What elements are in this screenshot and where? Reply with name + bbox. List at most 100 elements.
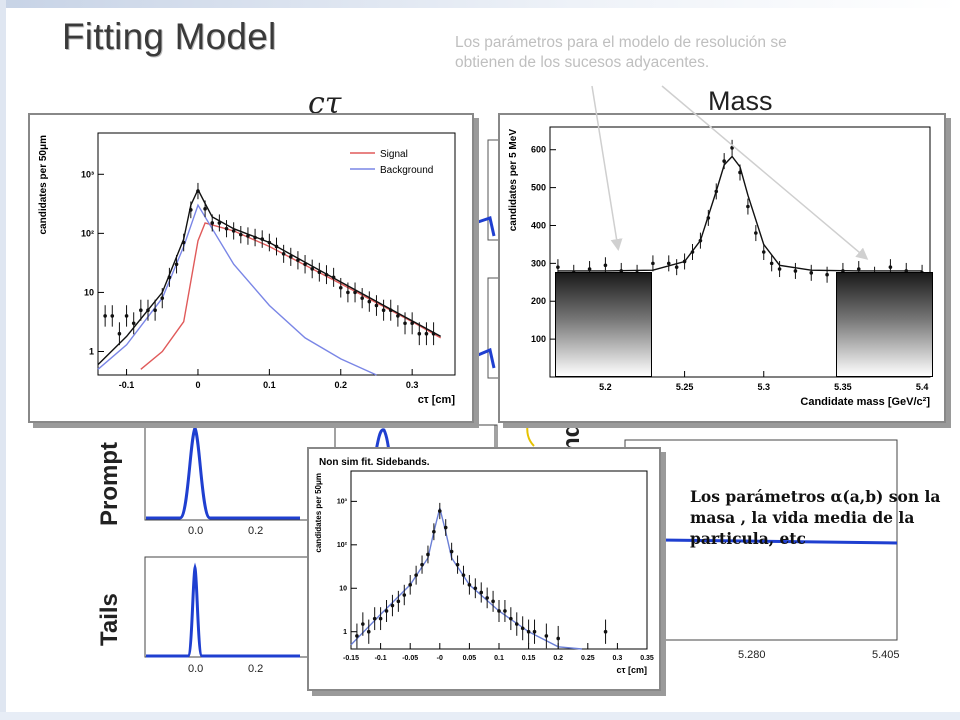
data-point bbox=[355, 634, 359, 638]
data-point bbox=[117, 331, 122, 336]
data-point bbox=[904, 269, 909, 273]
resolution-note: Los parámetros para el modelo de resoluc… bbox=[455, 34, 787, 71]
data-point bbox=[455, 562, 460, 567]
prompt-tick-1: 0.2 bbox=[248, 525, 263, 537]
x-tick-label: 5.2 bbox=[599, 382, 612, 392]
x-tick-label: 5.3 bbox=[757, 382, 770, 392]
data-point bbox=[410, 321, 414, 326]
data-point bbox=[146, 308, 150, 313]
data-point bbox=[698, 238, 703, 243]
bottom-decoration-bar bbox=[0, 712, 960, 720]
mass-plot: 5.2 5.25 5.3 5.35 5.4 100 200 300 400 500 600 Candi… bbox=[508, 126, 931, 408]
y-tick-label: 1 bbox=[343, 629, 347, 636]
data-point bbox=[449, 549, 454, 554]
data-point bbox=[331, 275, 336, 280]
data-point bbox=[267, 240, 272, 245]
data-point bbox=[491, 599, 495, 604]
data-point bbox=[431, 331, 436, 336]
data-point bbox=[388, 308, 393, 313]
x-axis-label: cτ [cm] bbox=[418, 394, 456, 406]
x-tick-label: 0.1 bbox=[263, 380, 276, 390]
y-tick-label: 600 bbox=[531, 145, 546, 155]
legend-label: Background bbox=[380, 165, 433, 176]
mass-heading: Mass bbox=[708, 86, 773, 116]
mass-bg-tick-1: 5.405 bbox=[872, 649, 900, 661]
data-point bbox=[402, 593, 407, 597]
x-tick-label: 0.35 bbox=[640, 655, 654, 662]
data-point bbox=[246, 234, 250, 238]
data-point bbox=[825, 272, 829, 277]
series-line-fit bbox=[557, 155, 923, 272]
data-point bbox=[396, 314, 400, 318]
data-point bbox=[381, 308, 386, 313]
data-point bbox=[603, 263, 608, 268]
data-point bbox=[239, 232, 243, 237]
y-tick-label: 10² bbox=[81, 228, 94, 238]
data-point bbox=[587, 267, 592, 271]
data-point bbox=[153, 308, 157, 313]
data-point bbox=[110, 314, 115, 318]
y-tick-label: 500 bbox=[531, 183, 546, 193]
data-point bbox=[706, 216, 711, 220]
data-point bbox=[174, 262, 179, 267]
data-point bbox=[432, 529, 436, 534]
mass-background-plot: 5.280 5.405 bbox=[624, 439, 900, 661]
data-point bbox=[503, 609, 507, 613]
data-point bbox=[746, 204, 750, 209]
data-point bbox=[217, 221, 222, 225]
data-point bbox=[324, 272, 329, 277]
x-axis-label: cτ [cm] bbox=[616, 665, 647, 675]
left-decoration-bar bbox=[0, 0, 6, 720]
data-point bbox=[403, 321, 407, 326]
data-point bbox=[408, 583, 412, 587]
data-point bbox=[103, 314, 107, 318]
data-point bbox=[761, 250, 766, 254]
y-tick-label: 100 bbox=[531, 334, 546, 344]
data-point bbox=[310, 267, 315, 271]
tails-tick-1: 0.2 bbox=[248, 663, 263, 675]
data-point bbox=[544, 634, 549, 638]
y-axis-label: candidates per 50μm bbox=[38, 135, 49, 235]
data-point bbox=[361, 622, 365, 626]
data-point bbox=[888, 265, 893, 269]
data-point bbox=[467, 583, 472, 587]
data-point bbox=[353, 290, 357, 295]
data-point bbox=[526, 629, 531, 634]
y-tick-label: 10 bbox=[339, 586, 347, 593]
plot-frame bbox=[97, 132, 456, 376]
data-point bbox=[619, 269, 624, 273]
data-point bbox=[426, 552, 430, 557]
data-point bbox=[390, 603, 395, 608]
x-tick-label: 0.1 bbox=[494, 655, 504, 662]
data-point bbox=[303, 262, 307, 267]
sideband-box-left bbox=[555, 272, 652, 377]
yellow-curve bbox=[526, 421, 535, 447]
top-decoration-bar bbox=[0, 0, 960, 8]
data-point bbox=[793, 269, 798, 273]
y-tick-label: 10 bbox=[84, 287, 94, 297]
data-point bbox=[514, 622, 519, 626]
data-point bbox=[367, 299, 372, 304]
x-tick-label: 0.2 bbox=[335, 380, 348, 390]
data-point bbox=[317, 270, 322, 274]
data-point bbox=[682, 259, 687, 264]
x-tick-label: 5.35 bbox=[834, 382, 852, 392]
data-point bbox=[374, 303, 379, 308]
data-point bbox=[730, 146, 734, 150]
sideband-plot-panel: Non sim fit. Sidebands. -0.15 -0.1 -0.05 -0 0… bbox=[307, 447, 661, 691]
data-point bbox=[384, 609, 389, 613]
data-point bbox=[131, 321, 136, 326]
data-point bbox=[346, 290, 350, 295]
data-point bbox=[224, 226, 229, 231]
y-tick-label: 400 bbox=[531, 220, 546, 230]
data-point bbox=[274, 244, 279, 249]
arrow-left-sideband bbox=[591, 85, 623, 251]
data-point bbox=[366, 629, 371, 634]
data-point bbox=[372, 616, 377, 621]
data-point bbox=[666, 261, 671, 266]
y-tick-label: 300 bbox=[531, 258, 546, 268]
data-point bbox=[260, 237, 265, 241]
data-point bbox=[461, 573, 466, 577]
x-tick-label: 0.15 bbox=[522, 655, 536, 662]
